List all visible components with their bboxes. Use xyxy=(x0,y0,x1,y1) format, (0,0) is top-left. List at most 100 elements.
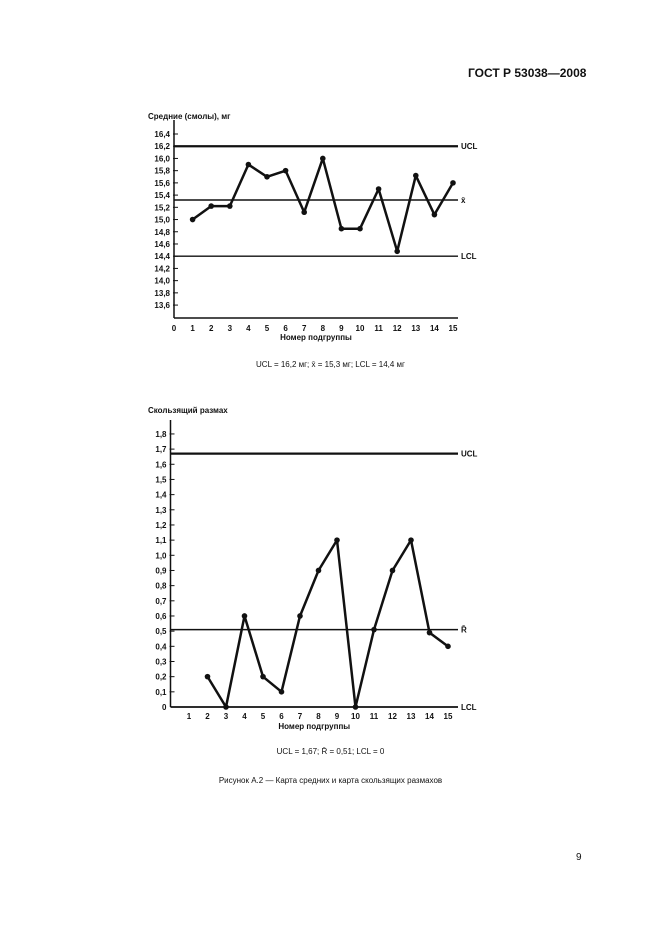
chart2-control-line-label: LCL xyxy=(461,703,477,712)
chart2-y-tick-label: 1,6 xyxy=(155,460,167,469)
chart2-data-point xyxy=(297,613,303,619)
chart2-x-tick-label: 1 xyxy=(187,712,192,721)
chart1-control-line-label: x̄ xyxy=(461,196,466,205)
chart1-y-tick-label: 14,0 xyxy=(154,277,170,286)
chart2-y-tick-label: 1,4 xyxy=(155,491,167,500)
chart2-series-line xyxy=(206,538,449,709)
chart2-x-tick-label: 5 xyxy=(261,712,266,721)
chart2-y-tick-label: 0,3 xyxy=(155,657,167,666)
chart1-x-tick-label: 10 xyxy=(356,324,365,333)
chart1-title: Средние (смолы), мг xyxy=(148,112,231,121)
chart2-data-point xyxy=(445,643,451,650)
chart2-x-tick-label: 4 xyxy=(242,712,247,721)
chart1-y-tick-label: 15,0 xyxy=(154,216,170,225)
chart1-x-tick-label: 13 xyxy=(411,324,420,333)
chart2-data-point xyxy=(260,673,266,680)
chart1-x-tick-label: 15 xyxy=(449,324,458,333)
chart2-y-tick-label: 0,5 xyxy=(155,627,167,636)
chart2-x-tick-label: 12 xyxy=(388,712,397,721)
chart2-y-tick-label: 0,2 xyxy=(155,673,167,682)
chart1-x-axis-label: Номер подгруппы xyxy=(280,333,352,342)
chart2-data-point xyxy=(408,537,414,543)
chart2-y-tick-label: 1,8 xyxy=(155,430,167,439)
chart1-control-line-label: LCL xyxy=(461,252,477,261)
chart2-data-point xyxy=(204,673,211,680)
chart2-data-point xyxy=(371,626,377,633)
chart1-data-point xyxy=(450,180,456,186)
chart2-y-tick-label: 0 xyxy=(162,703,167,712)
chart2-x-tick-label: 8 xyxy=(316,712,321,721)
chart1-data-point xyxy=(208,203,214,209)
chart1-data-point xyxy=(431,211,438,218)
chart1-data-point xyxy=(375,186,382,192)
chart2-y-tick-label: 0,4 xyxy=(155,642,167,651)
page-number: 9 xyxy=(576,852,582,863)
chart2-control-line-label: UCL xyxy=(461,450,478,459)
chart1-x-tick-label: 14 xyxy=(430,324,439,333)
chart1-x-tick-label: 12 xyxy=(393,324,402,333)
chart2-y-tick-label: 1,1 xyxy=(155,536,167,545)
chart2-data-point xyxy=(426,629,433,636)
chart2-x-tick-label: 3 xyxy=(224,712,229,721)
chart1-x-tick-label: 9 xyxy=(339,324,344,333)
chart2-y-tick-label: 1,2 xyxy=(155,521,167,530)
chart2-y-tick-label: 1,7 xyxy=(155,445,167,454)
chart1-data-point xyxy=(245,161,252,168)
chart1-y-tick-label: 14,6 xyxy=(154,240,170,249)
chart2-y-tick-label: 1,5 xyxy=(155,475,167,484)
chart1-data-point xyxy=(338,225,345,232)
chart1-data-point xyxy=(413,172,419,179)
chart1-x-tick-label: 8 xyxy=(321,324,326,333)
chart1-y-tick-label: 14,2 xyxy=(154,264,170,273)
chart2-control-line-label: R̄ xyxy=(461,626,467,635)
chart1-x-tick-label: 2 xyxy=(209,324,214,333)
chart1-y-tick-label: 16,0 xyxy=(154,154,170,163)
chart1-data-point xyxy=(189,216,196,223)
chart1-data-point xyxy=(264,173,270,180)
chart2-x-tick-label: 9 xyxy=(335,712,340,721)
chart2-y-tick-label: 0,6 xyxy=(155,612,167,621)
chart1-y-tick-label: 13,6 xyxy=(154,301,170,310)
chart2-x-tick-label: 15 xyxy=(444,712,453,721)
chart1-y-tick-label: 15,8 xyxy=(154,167,170,176)
chart1-data-point xyxy=(394,248,401,255)
chart1-x-tick-label: 5 xyxy=(265,324,270,333)
chart2-y-tick-label: 0,1 xyxy=(155,688,167,697)
chart2-data-point xyxy=(352,704,359,710)
chart1-data-point xyxy=(282,167,289,174)
chart1-x-tick-label: 3 xyxy=(228,324,233,333)
chart2-data-point xyxy=(223,704,229,710)
chart1-y-tick-label: 15,6 xyxy=(154,179,170,188)
figure-caption: Рисунок А.2 — Карта средних и карта скол… xyxy=(218,776,443,785)
chart1-y-tick-label: 15,4 xyxy=(154,191,170,200)
chart1-x-tick-label: 4 xyxy=(246,324,251,333)
chart2-data-point xyxy=(315,567,322,574)
chart1-y-tick-label: 16,2 xyxy=(154,142,170,151)
chart1-y-tick-label: 14,4 xyxy=(154,252,170,261)
chart1-control-line-label: UCL xyxy=(461,142,478,151)
chart1-data-point xyxy=(320,155,326,162)
chart2-y-tick-label: 1,3 xyxy=(155,506,167,515)
chart2-y-tick-label: 0,9 xyxy=(155,566,167,575)
chart2-x-tick-label: 6 xyxy=(279,712,284,721)
chart1-caption: UCL = 16,2 мг; x̄ = 15,3 мг; LCL = 14,4 … xyxy=(256,360,405,369)
chart1-x-tick-label: 11 xyxy=(374,324,383,333)
chart2-title: Скользящий размах xyxy=(148,406,228,415)
chart2-x-tick-label: 11 xyxy=(370,712,379,721)
chart2-x-tick-label: 7 xyxy=(298,712,303,721)
chart1-data-point xyxy=(301,209,308,216)
chart2-x-tick-label: 13 xyxy=(407,712,416,721)
chart2-caption: UCL = 1,67; R̄ = 0,51; LCL = 0 xyxy=(276,747,385,756)
chart1-data-point xyxy=(357,225,363,232)
standard-header: ГОСТ Р 53038—2008 xyxy=(468,66,587,80)
chart2-x-tick-label: 10 xyxy=(351,712,360,721)
chart1-x-tick-label: 1 xyxy=(190,324,195,333)
chart2-x-axis-label: Номер подгруппы xyxy=(278,722,350,731)
chart2-data-point xyxy=(278,689,285,695)
chart2-x-tick-label: 2 xyxy=(205,712,210,721)
chart2-x-tick-label: 14 xyxy=(425,712,434,721)
chart2-data-point xyxy=(241,613,248,619)
chart2-data-point xyxy=(334,537,340,543)
